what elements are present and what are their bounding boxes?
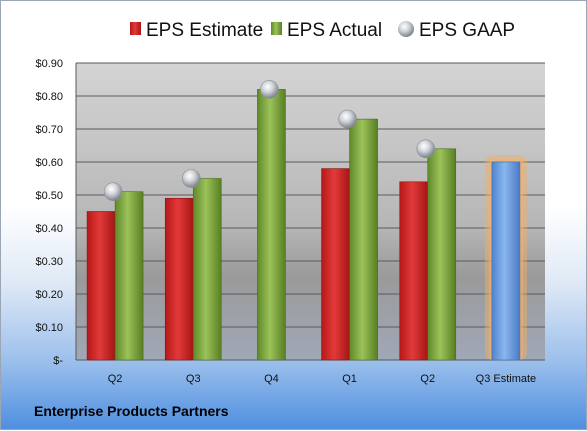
x-tick-label: Q3 Estimate — [476, 373, 537, 385]
marker-eps-gaap — [260, 80, 279, 99]
x-tick-label: Q4 — [264, 373, 279, 385]
y-tick-label: $0.90 — [35, 58, 63, 70]
gridlines — [75, 62, 545, 361]
bar-eps-actual — [114, 191, 144, 361]
bar-eps-estimate-next — [491, 161, 521, 361]
y-tick-label: $- — [53, 355, 63, 367]
marker-eps-gaap — [103, 182, 123, 201]
legend-label-eps-actual: EPS Actual — [287, 20, 382, 41]
legend-swatch-eps-estimate — [130, 22, 141, 35]
y-tick-label: $0.70 — [35, 124, 63, 136]
x-tick-label: Q2 — [108, 373, 123, 385]
y-tick-label: $0.20 — [35, 289, 63, 301]
legend-label-eps-estimate: EPS Estimate — [146, 20, 263, 41]
legend-label-eps-gaap: EPS GAAP — [419, 20, 515, 41]
x-tick-label: Q3 — [186, 373, 201, 385]
legend-swatch-eps-gaap — [398, 21, 414, 37]
legend-swatch-eps-actual — [271, 22, 282, 35]
bar-eps-actual — [427, 148, 457, 361]
bar-eps-estimate — [321, 168, 350, 361]
x-axis-ticks: Q2 Q3 Q4 Q1 Q2 Q3 Estimate — [108, 373, 536, 385]
marker-eps-gaap — [416, 139, 436, 159]
plot-area — [76, 63, 545, 360]
bar-eps-actual — [192, 178, 222, 361]
x-tick-label: Q2 — [420, 373, 435, 385]
bar-eps-estimate — [164, 198, 194, 361]
x-tick-label: Q1 — [342, 373, 357, 385]
bars — [86, 89, 521, 361]
y-tick-label: $0.50 — [35, 190, 63, 202]
bar-eps-estimate — [86, 211, 116, 361]
marker-eps-gaap — [338, 109, 357, 129]
legend: EPS Estimate EPS Actual EPS GAAP — [130, 20, 515, 41]
y-tick-label: $0.10 — [35, 322, 63, 334]
gaap-markers — [103, 80, 436, 201]
bar-eps-estimate — [399, 181, 429, 361]
y-tick-label: $0.30 — [35, 256, 63, 268]
y-tick-label: $0.40 — [35, 223, 63, 235]
y-tick-label: $0.80 — [35, 91, 63, 103]
y-axis-ticks: $- $0.10 $0.20 $0.30 $0.40 $0.50 $0.60 $0.70 $0.… — [35, 58, 63, 367]
marker-eps-gaap — [181, 169, 201, 188]
company-name: Enterprise Products Partners — [34, 403, 229, 419]
bar-eps-actual — [349, 118, 378, 361]
y-tick-label: $0.60 — [35, 157, 63, 169]
bar-eps-actual — [257, 89, 286, 361]
